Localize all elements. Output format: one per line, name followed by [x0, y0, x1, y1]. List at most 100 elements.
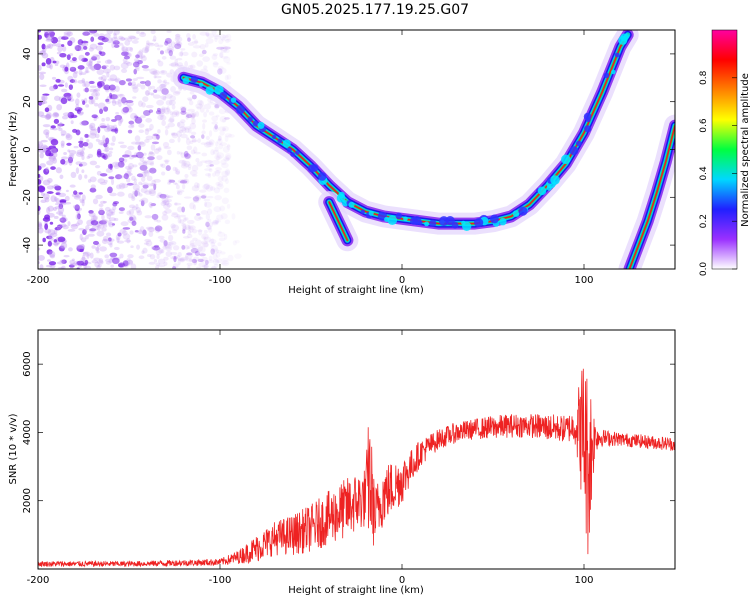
noise-speck — [113, 44, 120, 48]
noise-speck — [41, 50, 45, 54]
noise-speck — [143, 242, 149, 245]
noise-speck — [202, 122, 206, 130]
noise-speck — [142, 96, 149, 102]
noise-speck — [38, 34, 43, 40]
noise-speck — [157, 44, 164, 48]
noise-speck — [157, 192, 163, 196]
noise-speck — [168, 230, 172, 235]
ridge-blob — [575, 140, 582, 147]
noise-speck — [78, 46, 84, 52]
colorbar-tick-label: 0.0 — [699, 262, 709, 277]
noise-speck — [102, 219, 109, 223]
noise-speck — [135, 188, 140, 192]
noise-speck — [157, 129, 161, 134]
noise-speck — [142, 229, 147, 236]
noise-speck — [88, 96, 94, 100]
noise-speck — [107, 78, 116, 82]
snr-series-line — [38, 368, 675, 568]
noise-speck — [61, 36, 69, 40]
noise-speck — [94, 261, 100, 268]
noise-speck — [210, 248, 215, 255]
noise-speck — [76, 149, 85, 156]
noise-speck — [170, 251, 178, 255]
noise-speck — [221, 162, 229, 169]
noise-speck — [113, 217, 119, 222]
noise-speck — [216, 258, 223, 264]
noise-speck — [125, 46, 133, 51]
noise-speck — [163, 240, 168, 247]
noise-speck — [111, 223, 115, 226]
noise-speck — [215, 249, 223, 254]
ridge-blob — [199, 82, 204, 87]
noise-speck — [102, 135, 106, 142]
noise-speck — [182, 236, 190, 239]
noise-speck — [38, 221, 43, 228]
noise-speck — [107, 219, 112, 226]
noise-speck — [149, 189, 157, 197]
noise-speck — [149, 123, 154, 131]
noise-speck — [219, 115, 227, 123]
noise-speck — [89, 58, 94, 64]
noise-speck — [81, 120, 89, 126]
ridge-blob — [214, 85, 224, 95]
noise-speck — [177, 258, 186, 262]
noise-speck — [66, 31, 73, 37]
ridge-blob — [336, 193, 346, 203]
noise-speck — [73, 190, 78, 195]
noise-speck — [103, 106, 109, 112]
noise-speck — [208, 162, 213, 167]
ridge-blob — [230, 97, 237, 103]
noise-speck — [57, 39, 61, 43]
noise-speck — [38, 247, 41, 251]
ridge-blob — [623, 33, 630, 39]
noise-speck — [171, 104, 176, 110]
noise-speck — [185, 138, 191, 146]
ridge-blob — [257, 121, 265, 129]
noise-speck — [110, 142, 115, 146]
noise-speck — [78, 54, 85, 62]
noise-speck — [207, 208, 213, 215]
noise-speck — [131, 175, 136, 181]
noise-speck — [65, 159, 74, 164]
noise-speck — [153, 248, 159, 252]
noise-speck — [173, 41, 182, 46]
noise-speck — [177, 136, 181, 143]
noise-speck — [151, 179, 156, 185]
noise-speck — [120, 62, 129, 69]
noise-speck — [136, 173, 144, 178]
noise-speck — [137, 141, 145, 145]
noise-speck — [99, 51, 106, 57]
ridge-blob — [561, 154, 571, 165]
noise-speck — [42, 93, 50, 96]
noise-speck — [201, 233, 209, 240]
noise-speck — [194, 182, 199, 189]
noise-speck — [142, 247, 148, 254]
noise-speck — [174, 182, 179, 186]
noise-speck — [189, 243, 196, 248]
noise-speck — [106, 123, 110, 130]
noise-speck — [82, 141, 89, 147]
noise-speck — [194, 39, 198, 45]
noise-speck — [209, 99, 214, 104]
noise-speck — [183, 217, 187, 222]
noise-speck — [112, 205, 117, 211]
noise-speck — [217, 65, 224, 71]
ridge-blob — [584, 125, 592, 133]
snr-panel: -200 -100 0 100 2000 4000 6000 Height of stra… — [8, 329, 676, 596]
noise-speck — [187, 127, 192, 134]
noise-speck — [171, 111, 178, 118]
noise-speck — [190, 110, 197, 118]
noise-speck — [211, 30, 217, 35]
noise-speck — [167, 234, 174, 242]
noise-speck — [191, 112, 196, 119]
noise-speck — [136, 50, 143, 58]
noise-speck — [111, 118, 117, 122]
ridge-blob — [387, 215, 398, 226]
noise-speck — [63, 92, 72, 98]
noise-speck — [224, 157, 230, 161]
noise-speck — [198, 253, 206, 257]
noise-speck — [218, 126, 226, 132]
noise-speck — [118, 35, 124, 40]
noise-speck — [132, 164, 138, 168]
noise-speck — [192, 228, 198, 234]
